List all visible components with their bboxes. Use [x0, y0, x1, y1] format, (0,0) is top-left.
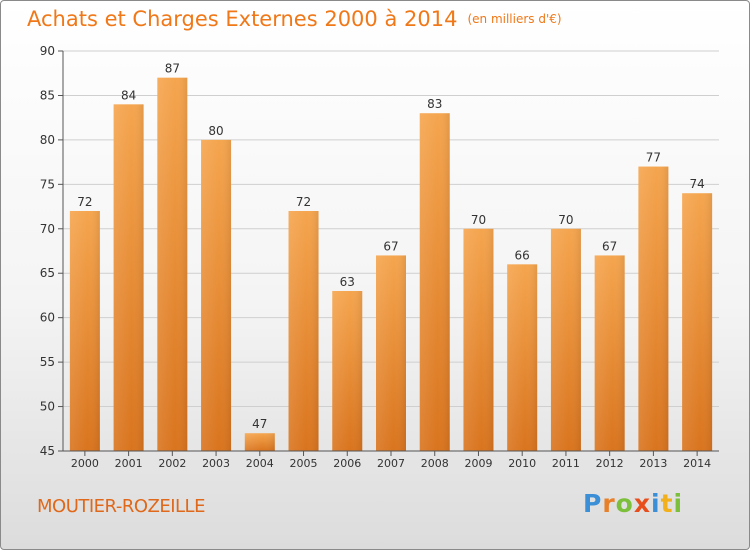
y-tick-label: 55	[40, 355, 55, 369]
bar-shade	[682, 193, 713, 451]
chart-title-text: Achats et Charges Externes 2000 à 2014	[27, 7, 458, 31]
bar-value-label: 47	[252, 417, 267, 431]
x-tick-label: 2011	[552, 457, 580, 470]
y-tick-label: 90	[40, 44, 55, 58]
logo-letter: r	[602, 489, 616, 518]
bar-shade	[113, 104, 144, 451]
y-tick-label: 80	[40, 133, 55, 147]
bar-value-label: 83	[427, 97, 442, 111]
logo-letter: i	[651, 489, 661, 518]
bar-shade	[463, 228, 494, 451]
bar-shade	[638, 166, 669, 452]
bar-shade	[288, 211, 319, 451]
bar-shade	[550, 228, 581, 451]
x-tick-label: 2004	[246, 457, 274, 470]
logo-letter: i	[673, 489, 684, 518]
x-tick-label: 2002	[158, 457, 186, 470]
bar-shade	[244, 433, 275, 451]
x-tick-label: 2007	[377, 457, 405, 470]
chart-unit: (en milliers d'€)	[467, 12, 562, 26]
bar-value-label: 72	[77, 195, 92, 209]
bar-shade	[507, 264, 538, 451]
bar-value-label: 87	[165, 62, 180, 76]
bar-value-label: 67	[383, 239, 398, 253]
logo-letter: t	[660, 489, 674, 518]
bar-shade	[376, 255, 406, 451]
bar-value-label: 63	[340, 275, 355, 289]
bar-shade	[201, 139, 232, 451]
bar-value-label: 74	[689, 177, 704, 191]
bar-shade	[332, 291, 363, 451]
y-tick-label: 75	[40, 177, 55, 191]
logo-letter: P	[583, 489, 603, 518]
x-tick-label: 2014	[683, 457, 711, 470]
proxiti-logo: Proxiti	[583, 489, 683, 518]
logo-letter: o	[615, 489, 634, 518]
x-tick-label: 2000	[71, 457, 99, 470]
chart-title: Achats et Charges Externes 2000 à 2014 (e…	[27, 7, 562, 31]
bar-value-label: 72	[296, 195, 311, 209]
bar-shade	[157, 77, 188, 452]
place-name: MOUTIER-ROZEILLE	[37, 496, 205, 517]
bar-value-label: 84	[121, 88, 136, 102]
x-tick-label: 2006	[333, 457, 361, 470]
x-tick-label: 2001	[115, 457, 143, 470]
x-tick-label: 2008	[421, 457, 449, 470]
x-tick-label: 2013	[639, 457, 667, 470]
bar-value-label: 67	[602, 239, 617, 253]
x-tick-label: 2009	[464, 457, 492, 470]
y-tick-label: 70	[40, 222, 55, 236]
y-tick-label: 50	[40, 400, 55, 414]
y-tick-label: 85	[40, 88, 55, 102]
y-tick-label: 45	[40, 444, 55, 458]
bar-value-label: 70	[558, 213, 573, 227]
axis-layer: 45 50 55 60 65 70 75 80 85 90 2000 2001 2002 2003 2004…	[40, 44, 719, 470]
bars-layer: 72 84 87 80 47 72 63 67 83 70 66 70 67 77 74	[69, 62, 713, 452]
bar-shade	[594, 255, 625, 451]
bar-shade	[419, 113, 450, 451]
x-tick-label: 2005	[290, 457, 318, 470]
y-tick-label: 60	[40, 311, 55, 325]
x-tick-label: 2010	[508, 457, 536, 470]
bar-value-label: 66	[515, 248, 530, 262]
bar-value-label: 77	[646, 151, 661, 165]
x-tick-label: 2012	[596, 457, 624, 470]
x-tick-label: 2003	[202, 457, 230, 470]
y-tick-label: 65	[40, 266, 55, 280]
bar-shade	[69, 211, 100, 451]
bar-value-label: 80	[208, 124, 223, 138]
bar-value-label: 70	[471, 213, 486, 227]
logo-letter: x	[633, 489, 651, 518]
